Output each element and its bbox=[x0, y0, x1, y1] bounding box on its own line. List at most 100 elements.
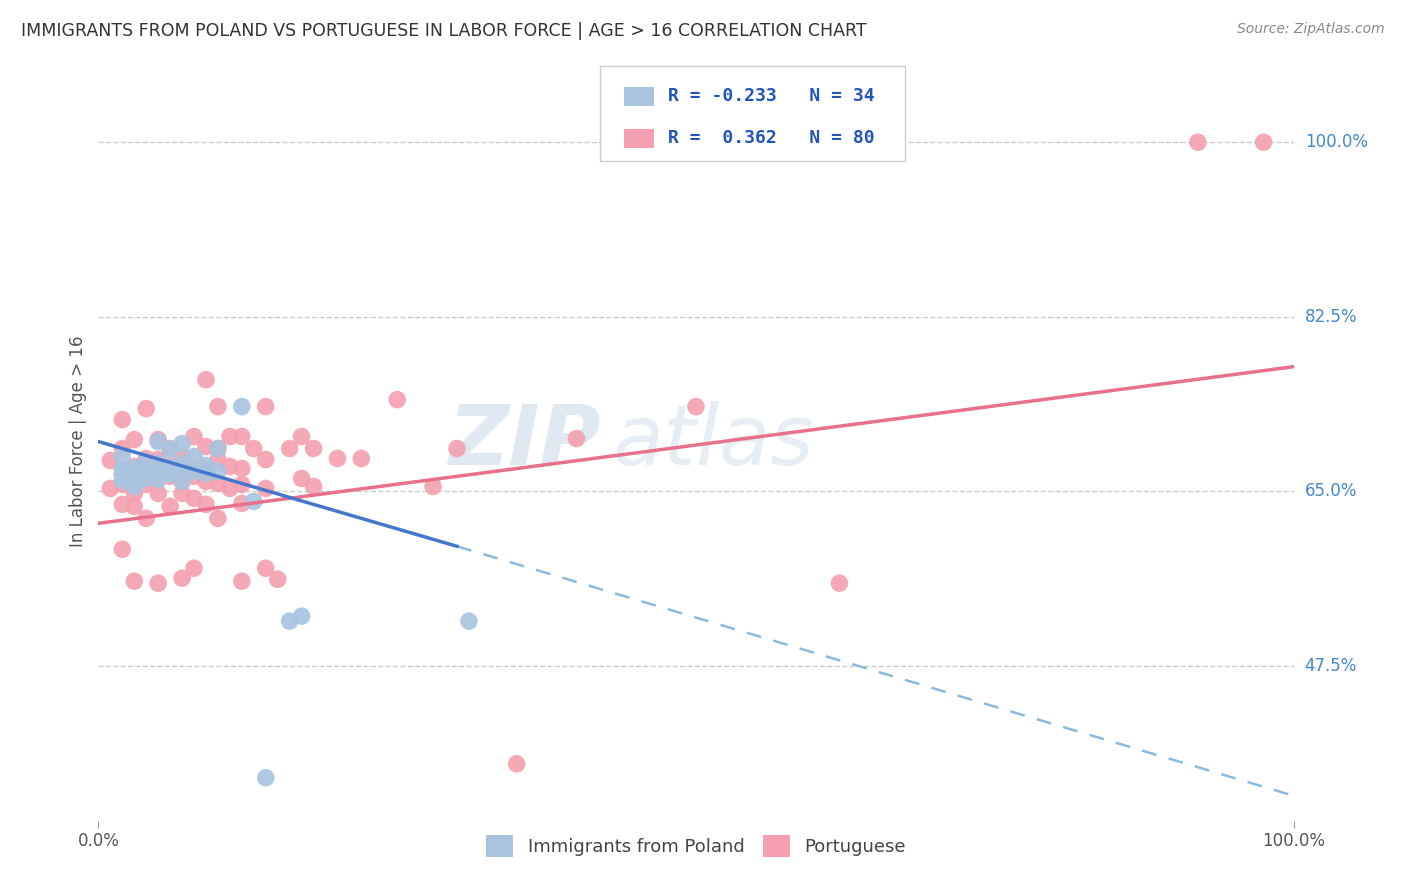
Point bbox=[111, 497, 134, 511]
Point bbox=[195, 467, 218, 481]
Point bbox=[422, 479, 444, 493]
Point bbox=[183, 491, 205, 506]
Point bbox=[148, 472, 170, 486]
Point bbox=[159, 442, 181, 456]
Point bbox=[254, 561, 277, 575]
Point bbox=[172, 467, 194, 481]
Text: 100.0%: 100.0% bbox=[1305, 133, 1368, 152]
Point bbox=[172, 475, 194, 489]
Text: atlas: atlas bbox=[613, 401, 814, 482]
Point bbox=[267, 572, 290, 586]
Point bbox=[172, 486, 194, 500]
Point bbox=[135, 401, 157, 416]
Point bbox=[231, 496, 253, 510]
Point bbox=[159, 442, 181, 457]
Text: R = -0.233   N = 34: R = -0.233 N = 34 bbox=[668, 87, 875, 105]
Point bbox=[219, 482, 242, 496]
Point bbox=[159, 459, 181, 474]
Legend: Immigrants from Poland, Portuguese: Immigrants from Poland, Portuguese bbox=[479, 828, 912, 864]
Point bbox=[183, 429, 205, 443]
Text: ZIP: ZIP bbox=[447, 401, 600, 482]
Point bbox=[219, 429, 242, 443]
Point bbox=[254, 452, 277, 467]
Point bbox=[111, 467, 134, 481]
Point bbox=[124, 467, 146, 481]
Point bbox=[231, 477, 253, 491]
FancyBboxPatch shape bbox=[600, 66, 905, 161]
Point bbox=[172, 457, 194, 471]
Point bbox=[183, 561, 205, 575]
Point bbox=[172, 571, 194, 585]
Point bbox=[302, 442, 325, 456]
Point bbox=[254, 400, 277, 414]
Point bbox=[1253, 135, 1275, 149]
Point bbox=[207, 400, 229, 414]
Point bbox=[207, 442, 229, 456]
Point bbox=[183, 469, 205, 483]
Point bbox=[243, 442, 266, 456]
Point bbox=[148, 461, 170, 475]
Point bbox=[124, 475, 146, 489]
Point bbox=[159, 500, 181, 514]
Point bbox=[135, 461, 157, 475]
Point bbox=[172, 462, 194, 476]
Point bbox=[124, 500, 146, 514]
Point bbox=[183, 465, 205, 479]
Point bbox=[98, 453, 122, 467]
Point bbox=[195, 497, 218, 511]
Point bbox=[195, 475, 218, 489]
Point bbox=[111, 462, 134, 476]
Point bbox=[124, 467, 146, 482]
Point bbox=[124, 486, 146, 500]
Point bbox=[124, 479, 146, 493]
Point bbox=[148, 465, 170, 479]
Text: Source: ZipAtlas.com: Source: ZipAtlas.com bbox=[1237, 22, 1385, 37]
Point bbox=[111, 467, 134, 482]
Point bbox=[111, 474, 134, 488]
Point bbox=[506, 756, 529, 771]
Point bbox=[291, 471, 314, 485]
Point bbox=[828, 576, 851, 591]
Point bbox=[135, 451, 157, 466]
Point bbox=[124, 459, 146, 474]
Point bbox=[231, 461, 253, 475]
Point bbox=[98, 482, 122, 496]
Point bbox=[446, 442, 468, 456]
Point bbox=[207, 476, 229, 491]
Point bbox=[111, 442, 134, 456]
Point bbox=[254, 771, 277, 785]
Point bbox=[148, 486, 170, 500]
Point bbox=[195, 461, 218, 475]
Point bbox=[148, 452, 170, 467]
Point bbox=[135, 471, 157, 485]
Point bbox=[195, 373, 218, 387]
Text: 47.5%: 47.5% bbox=[1305, 657, 1357, 675]
Point bbox=[207, 452, 229, 467]
Point bbox=[111, 477, 134, 491]
Point bbox=[111, 412, 134, 426]
Text: 82.5%: 82.5% bbox=[1305, 308, 1357, 326]
Point bbox=[135, 477, 157, 491]
Point bbox=[207, 442, 229, 456]
Point bbox=[111, 542, 134, 557]
Point bbox=[231, 574, 253, 589]
Point bbox=[135, 511, 157, 525]
Point bbox=[172, 436, 194, 450]
Point bbox=[159, 460, 181, 475]
FancyBboxPatch shape bbox=[624, 87, 654, 105]
Text: R =  0.362   N = 80: R = 0.362 N = 80 bbox=[668, 129, 875, 147]
Point bbox=[231, 400, 253, 414]
Point bbox=[135, 463, 157, 477]
Point bbox=[124, 461, 146, 475]
Point bbox=[195, 440, 218, 454]
FancyBboxPatch shape bbox=[624, 128, 654, 147]
Point bbox=[183, 450, 205, 464]
Point bbox=[243, 494, 266, 508]
Point bbox=[219, 459, 242, 474]
Point bbox=[148, 457, 170, 471]
Point bbox=[385, 392, 409, 407]
Point bbox=[124, 433, 146, 447]
Point bbox=[195, 458, 218, 473]
Point bbox=[326, 451, 349, 466]
Point bbox=[148, 433, 170, 447]
